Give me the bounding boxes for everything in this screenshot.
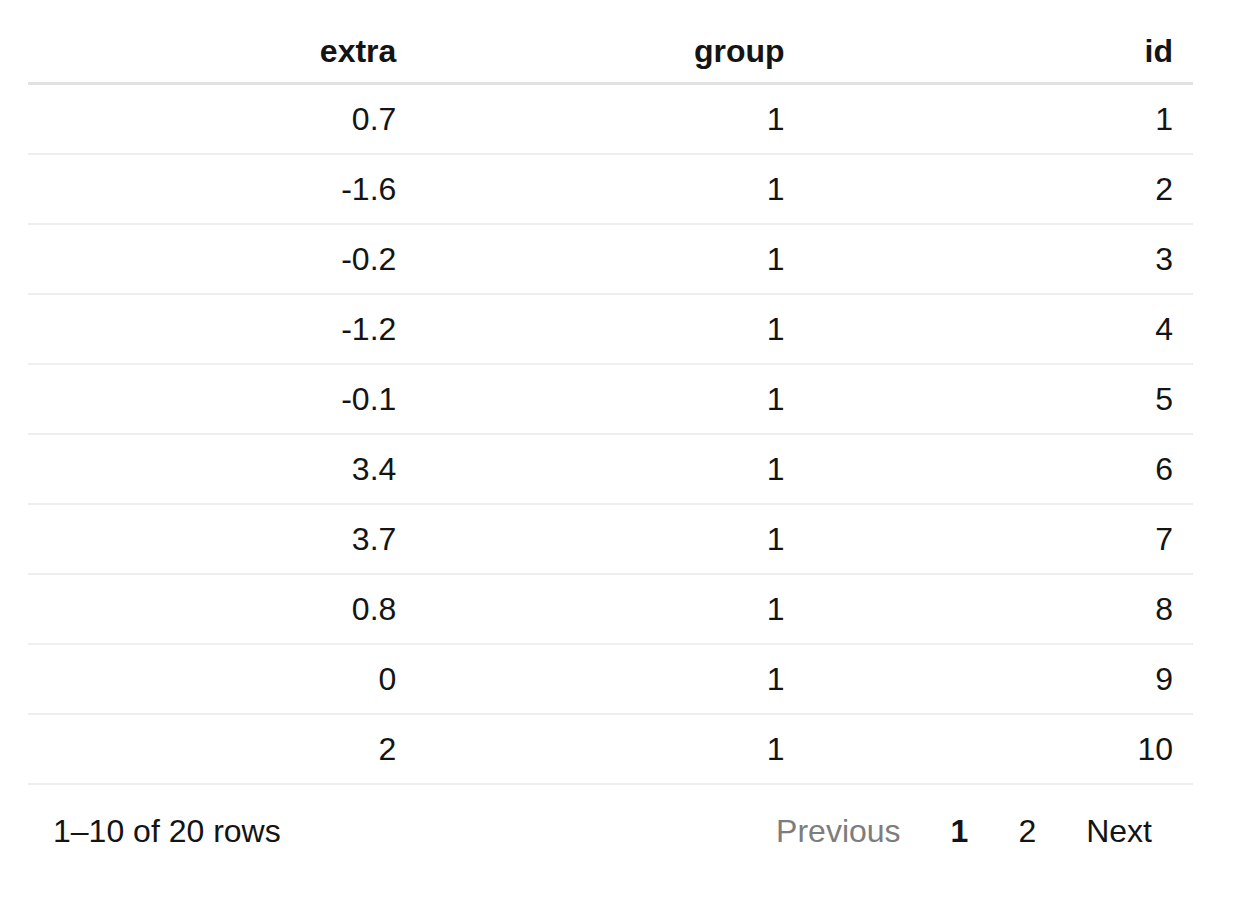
table-row: 0.7 1 1 [28, 85, 1193, 155]
cell-id: 1 [805, 101, 1193, 138]
table-footer: 1–10 of 20 rows Previous 1 2 Next [28, 785, 1193, 851]
cell-extra: 0.8 [28, 591, 416, 628]
table-header: extra group id [28, 20, 1193, 85]
cell-id: 5 [805, 381, 1193, 418]
page-button-2[interactable]: 2 [993, 811, 1061, 851]
page-button-1[interactable]: 1 [926, 811, 994, 851]
cell-extra: -0.2 [28, 241, 416, 278]
cell-extra: 3.7 [28, 521, 416, 558]
cell-id: 4 [805, 311, 1193, 348]
data-table: extra group id 0.7 1 1 -1.6 1 2 -0.2 1 3… [28, 20, 1193, 851]
cell-group: 1 [416, 381, 804, 418]
cell-extra: -0.1 [28, 381, 416, 418]
pagination: Previous 1 2 Next [751, 811, 1177, 851]
cell-group: 1 [416, 311, 804, 348]
table-row: 0 1 9 [28, 645, 1193, 715]
cell-group: 1 [416, 661, 804, 698]
next-page-button[interactable]: Next [1061, 811, 1177, 851]
cell-id: 6 [805, 451, 1193, 488]
cell-id: 10 [805, 731, 1193, 768]
cell-group: 1 [416, 101, 804, 138]
cell-extra: 0 [28, 661, 416, 698]
previous-page-button[interactable]: Previous [751, 811, 926, 851]
table-row: -0.1 1 5 [28, 365, 1193, 435]
table-row: 3.7 1 7 [28, 505, 1193, 575]
cell-extra: -1.6 [28, 171, 416, 208]
cell-group: 1 [416, 591, 804, 628]
column-header-extra[interactable]: extra [28, 20, 416, 82]
table-body: 0.7 1 1 -1.6 1 2 -0.2 1 3 -1.2 1 4 -0.1 … [28, 85, 1193, 785]
table-row: 2 1 10 [28, 715, 1193, 785]
page-info: 1–10 of 20 rows [53, 813, 281, 850]
cell-group: 1 [416, 241, 804, 278]
table-row: 3.4 1 6 [28, 435, 1193, 505]
cell-extra: 0.7 [28, 101, 416, 138]
cell-group: 1 [416, 521, 804, 558]
cell-group: 1 [416, 451, 804, 488]
table-row: 0.8 1 8 [28, 575, 1193, 645]
cell-group: 1 [416, 731, 804, 768]
cell-extra: 2 [28, 731, 416, 768]
table-row: -0.2 1 3 [28, 225, 1193, 295]
cell-id: 2 [805, 171, 1193, 208]
table-row: -1.2 1 4 [28, 295, 1193, 365]
cell-id: 7 [805, 521, 1193, 558]
column-header-group[interactable]: group [416, 20, 804, 82]
cell-extra: 3.4 [28, 451, 416, 488]
cell-id: 8 [805, 591, 1193, 628]
cell-extra: -1.2 [28, 311, 416, 348]
cell-id: 3 [805, 241, 1193, 278]
column-header-id[interactable]: id [805, 20, 1193, 82]
cell-id: 9 [805, 661, 1193, 698]
cell-group: 1 [416, 171, 804, 208]
table-row: -1.6 1 2 [28, 155, 1193, 225]
